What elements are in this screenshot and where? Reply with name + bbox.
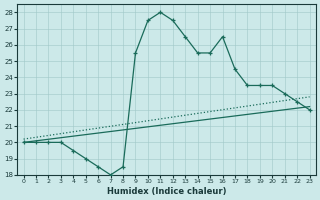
X-axis label: Humidex (Indice chaleur): Humidex (Indice chaleur) [107, 187, 226, 196]
